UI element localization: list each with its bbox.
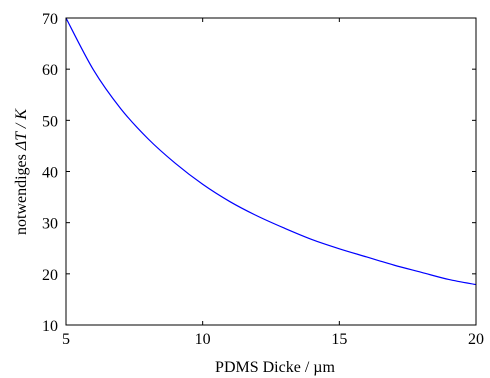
x-axis-label: PDMS Dicke / µm	[215, 359, 335, 376]
x-tick-label: 5	[62, 331, 70, 348]
series-line	[65, 17, 477, 286]
x-tick-label: 20	[468, 331, 484, 348]
y-axis-label-text: notwendiges	[13, 150, 30, 235]
x-tick-label: 10	[195, 331, 211, 348]
y-axis-label: notwendiges ΔT / K	[13, 108, 30, 235]
series-layer	[65, 17, 477, 286]
plot-area	[66, 18, 476, 325]
y-tick-label: 30	[42, 216, 58, 233]
y-axis-label-math: ΔT / K	[13, 108, 30, 151]
y-axis: 10 20 30 40 50 60 70	[42, 11, 476, 335]
y-tick-label: 20	[42, 267, 58, 284]
y-tick-label: 50	[42, 113, 58, 130]
y-tick-label: 10	[42, 318, 58, 335]
y-tick-label: 60	[42, 62, 58, 79]
x-tick-label: 15	[331, 331, 347, 348]
y-tick-label: 40	[42, 165, 58, 182]
x-axis: 5 10 15 20	[62, 18, 484, 348]
y-tick-label: 70	[42, 11, 58, 28]
